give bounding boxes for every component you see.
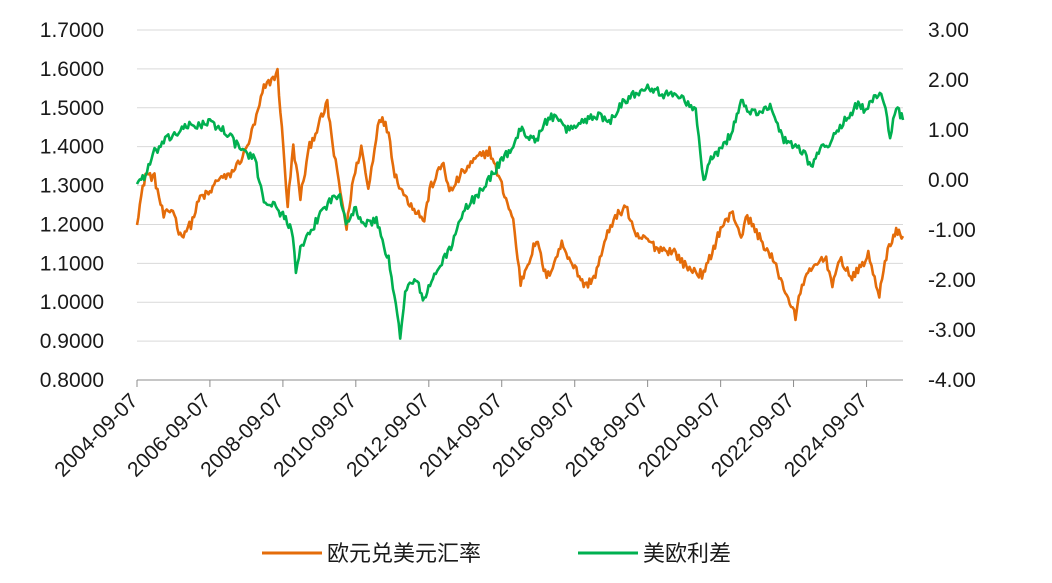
y-left-tick-label: 1.3000 (40, 175, 104, 198)
y-left-tick-label: 1.4000 (40, 136, 104, 159)
y-left-tick-label: 0.9000 (40, 330, 104, 353)
y-left-tick-label: 1.2000 (40, 213, 104, 236)
y-left-tick-label: 1.7000 (40, 19, 104, 42)
axes (136, 379, 903, 387)
y-right-tick-label: -4.00 (928, 369, 976, 392)
y-right-tick-label: 3.00 (928, 19, 969, 42)
gridlines (137, 29, 903, 342)
series-line-us-eu-spread (135, 83, 905, 340)
y-right-tick-label: 0.00 (928, 169, 969, 192)
y-right-tick-label: -1.00 (928, 219, 976, 242)
y-right-tick-label: -3.00 (928, 319, 976, 342)
y-right-tick-label: -2.00 (928, 269, 976, 292)
y-left-tick-label: 0.8000 (40, 369, 104, 392)
y-right-tick-label: 1.00 (928, 119, 969, 142)
y-right-tick-label: 2.00 (928, 69, 969, 92)
legend-label: 美欧利差 (643, 542, 731, 567)
legend: 欧元兑美元汇率 美欧利差 (262, 542, 731, 567)
tick-labels: 0.8000 0.9000 1.0000 1.1000 1.2000 1.3000 1.40… (40, 19, 976, 481)
series-line-eurusd (135, 67, 905, 322)
legend-label: 欧元兑美元汇率 (327, 542, 481, 567)
y-left-tick-label: 1.6000 (40, 58, 104, 81)
y-left-tick-label: 1.0000 (40, 291, 104, 314)
y-left-tick-label: 1.1000 (40, 252, 104, 275)
series-lines (135, 67, 905, 340)
y-left-tick-label: 1.5000 (40, 97, 104, 120)
